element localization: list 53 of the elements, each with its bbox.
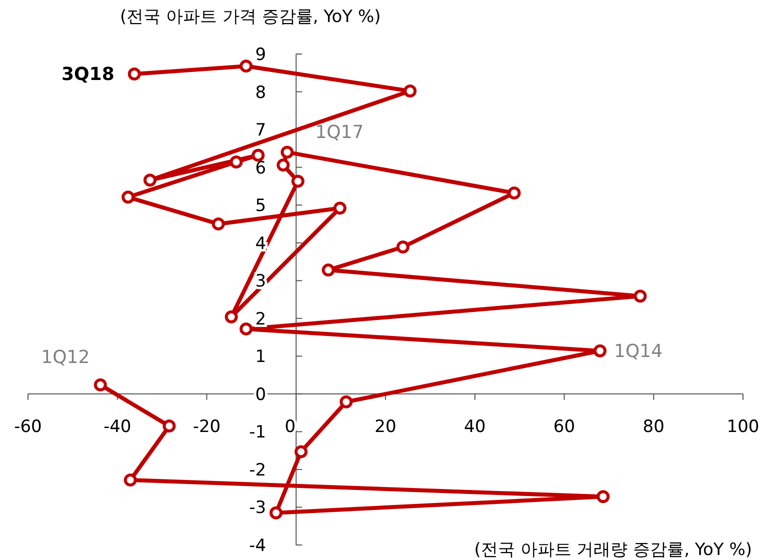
point — [508, 186, 521, 200]
x-tick-label: -40 — [103, 416, 132, 437]
y-tick-label: 7 — [255, 120, 266, 141]
annotation: 1Q12 — [41, 346, 90, 368]
point — [128, 68, 141, 81]
y-tick-label: 2 — [255, 309, 266, 330]
y-tick-label: -3 — [249, 498, 266, 518]
point — [322, 264, 335, 277]
point — [404, 84, 417, 98]
point — [162, 420, 176, 433]
x-tick-label: 40 — [464, 416, 486, 437]
point — [212, 217, 225, 230]
y-tick-label: 6 — [255, 158, 266, 178]
x-tick-label: 60 — [553, 416, 576, 437]
annotation: 1Q17 — [315, 122, 364, 144]
point — [340, 395, 353, 408]
y-tick-label: -4 — [249, 536, 266, 556]
y-tick-label: -1 — [249, 422, 266, 443]
point — [596, 490, 610, 504]
point — [294, 445, 308, 458]
y-axis-title: (전국 아파트 가격 증감률, YoY %) — [120, 7, 381, 27]
point — [333, 202, 346, 215]
point — [240, 322, 253, 336]
y-tick-label: -2 — [249, 460, 266, 480]
point — [240, 60, 253, 73]
y-tick-label: 4 — [255, 234, 266, 254]
x-axis-title: (전국 아파트 거래량 증감률, YoY %) — [474, 540, 752, 560]
point — [122, 190, 135, 204]
point — [143, 174, 156, 187]
point — [291, 174, 304, 188]
point — [594, 344, 606, 358]
point — [280, 146, 294, 159]
x-tick-label: 100 — [726, 416, 760, 437]
x-tick-label: -20 — [192, 416, 221, 437]
point — [94, 378, 107, 392]
annotation: 1Q14 — [614, 340, 663, 362]
point — [270, 506, 283, 520]
x-tick-label: 80 — [642, 416, 664, 437]
y-tick-label: 5 — [255, 196, 266, 216]
x-tick-label: 20 — [374, 416, 396, 437]
y-tick-label: 8 — [255, 82, 266, 103]
x-tick-label: -60 — [14, 416, 42, 437]
point — [224, 310, 238, 324]
annotation: 3Q18 — [61, 64, 114, 86]
point — [276, 158, 290, 172]
point — [634, 290, 647, 303]
x-tick-label: 0 — [284, 416, 296, 437]
point — [396, 240, 410, 254]
y-tick-label: 1 — [255, 347, 266, 368]
point — [124, 474, 137, 487]
point — [252, 148, 265, 162]
point — [230, 156, 243, 169]
y-tick-label: 9 — [255, 45, 266, 65]
